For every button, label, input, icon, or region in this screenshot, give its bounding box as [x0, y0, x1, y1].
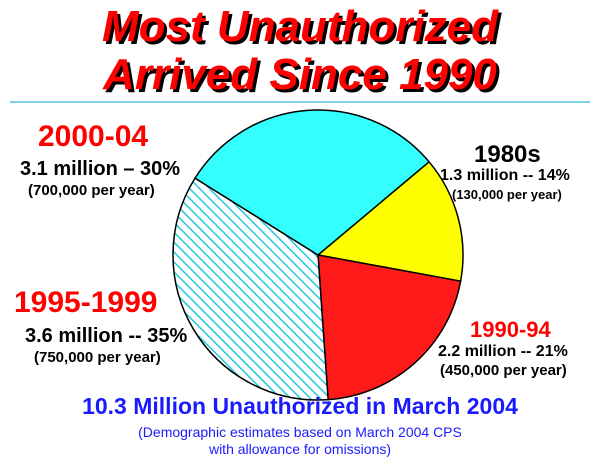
label-1995-1999-name: 1995-1999 [14, 286, 158, 319]
label-1990-94-per-year: (450,000 per year) [440, 362, 567, 379]
label-2000-04-amount: 3.1 million – 30% [20, 158, 181, 180]
label-1980s-amount: 1.3 million -- 14% [440, 167, 570, 184]
pie-slice-1995-1999 [172, 177, 329, 401]
label-1980s-per-year: (130,000 per year) [452, 187, 562, 202]
label-1995-1999-per-year: (750,000 per year) [34, 349, 161, 366]
pie-slice-2000-04 [193, 109, 431, 256]
label-1980s-name: 1980s [474, 141, 541, 168]
pie-slice-1990-94 [317, 254, 462, 401]
label-2000-04-name: 2000-04 [38, 120, 149, 153]
label-1990-94-amount: 2.2 million -- 21% [438, 343, 568, 360]
title-divider [10, 101, 590, 103]
label-1995-1999-amount: 3.6 million -- 35% [25, 325, 188, 347]
footnote-line1: (Demographic estimates based on March 20… [138, 424, 462, 440]
label-2000-04-per-year: (700,000 per year) [28, 182, 155, 199]
label-1990-94-name: 1990-94 [470, 317, 551, 342]
pie-slice-1980s [316, 160, 464, 283]
chart-title-line2: Arrived Since 1990 [103, 50, 497, 99]
chart-title-line1: Most Unauthorized [102, 2, 498, 51]
footnote-line2: with allowance for omissions) [208, 441, 392, 457]
total-summary: 10.3 Million Unauthorized in March 2004 [82, 393, 518, 419]
